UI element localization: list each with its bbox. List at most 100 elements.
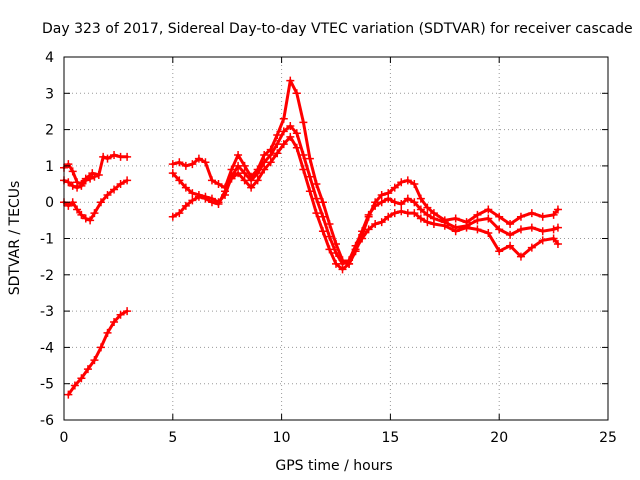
data-point [175,158,184,167]
data-point [527,223,536,232]
data-point [312,209,321,218]
data-point [451,227,460,236]
data-point [168,169,177,178]
data-point [86,174,95,183]
data-point [188,160,197,169]
data-point [553,205,562,214]
data-point [64,390,73,399]
data-point [305,187,314,196]
data-point [110,185,119,194]
data-point [273,149,282,158]
data-point [351,245,360,254]
data-point [64,201,73,210]
data-point [116,310,125,319]
data-point [410,209,419,218]
data-point [516,225,525,234]
data-point [516,252,525,261]
data-point [549,234,558,243]
data-point [240,176,249,185]
data-point [377,218,386,227]
data-point [168,212,177,221]
data-point [495,247,504,256]
data-point [318,198,327,207]
data-point [96,198,105,207]
data-point [286,121,295,130]
data-point [266,158,275,167]
data-point [416,194,425,203]
data-point [403,176,412,185]
data-point [506,230,515,239]
data-point [325,245,334,254]
data-point [364,225,373,234]
data-point [377,190,386,199]
data-point [234,151,243,160]
x-tick-label: 15 [381,430,399,446]
data-point [81,214,90,223]
data-point [527,243,536,252]
data-point [77,210,86,219]
y-axis-label: SDTVAR / TECUs [7,181,23,296]
chart-title: Day 323 of 2017, Sidereal Day-to-day VTE… [42,21,633,37]
data-point [68,198,77,207]
data-point [175,176,184,185]
y-tick-label: -4 [40,340,54,356]
data-point [181,161,190,170]
data-point [68,181,77,190]
data-point [429,219,438,228]
data-point [371,219,380,228]
data-point [207,176,216,185]
data-point [390,209,399,218]
data-point [451,214,460,223]
data-point [299,165,308,174]
data-point [358,227,367,236]
data-point [214,180,223,189]
data-point [123,176,132,185]
data-point [423,203,432,212]
data-point [527,209,536,218]
y-tick-label: -5 [40,377,54,393]
grid-lines [64,57,608,420]
y-tick-label: 4 [45,50,54,66]
data-point [77,374,86,383]
data-point [286,132,295,141]
y-tick-label: -2 [40,268,54,284]
y-tick-label: -3 [40,304,54,320]
series-line [171,135,560,271]
data-point [81,176,90,185]
data-point [83,365,92,374]
data-point [484,214,493,223]
data-point [403,194,412,203]
data-point [506,241,515,250]
data-series-group [60,76,562,399]
data-point [377,198,386,207]
data-point [345,259,354,268]
data-point [279,127,288,136]
data-point [495,212,504,221]
y-tick-label: 1 [45,159,54,175]
data-point [286,76,295,85]
data-point [247,183,256,192]
data-point [325,232,334,241]
data-point [70,381,79,390]
data-point [364,210,373,219]
data-point [538,212,547,221]
data-point [390,183,399,192]
data-point [538,236,547,245]
data-point [77,181,86,190]
data-point [299,151,308,160]
data-point [384,212,393,221]
data-point [253,176,262,185]
y-tick-label: 0 [45,195,54,211]
data-point [549,210,558,219]
data-point [358,234,367,243]
data-point [201,194,210,203]
data-point [68,167,77,176]
x-axis-label: GPS time / hours [275,458,392,474]
data-point [553,223,562,232]
data-point [221,187,230,196]
data-point [312,194,321,203]
data-point [397,200,406,209]
data-point [194,192,203,201]
data-point [292,89,301,98]
data-point [116,180,125,189]
